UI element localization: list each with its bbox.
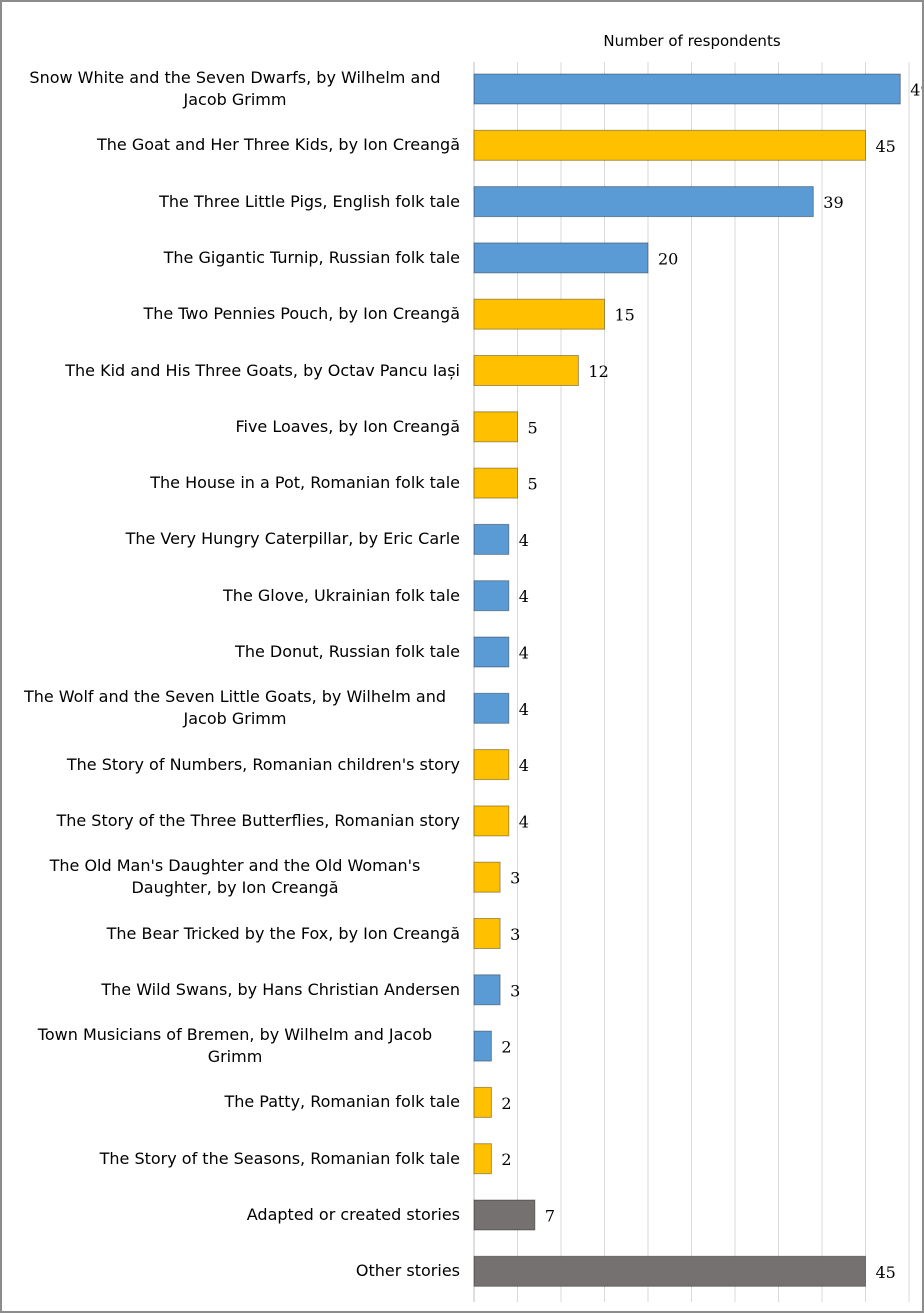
value-label: 2: [501, 1038, 511, 1057]
category-text: The Goat and Her Three Kids, by Ion Crea…: [96, 135, 460, 155]
bar: [473, 861, 501, 893]
category-text: The House in a Pot, Romanian folk tale: [150, 473, 460, 493]
bar: [473, 636, 510, 668]
category-label: The Story of Numbers, Romanian children'…: [10, 754, 460, 776]
category-text: The Two Pennies Pouch, by Ion Creangă: [143, 304, 460, 324]
category-label: The Old Man's Daughter and the Old Woman…: [10, 855, 460, 899]
bar: [473, 918, 501, 949]
category-text: The Story of the Seasons, Romanian folk …: [99, 1148, 460, 1168]
category-text: The Old Man's Daughter and the Old Woman…: [49, 856, 421, 898]
category-label: The Story of the Three Butterflies, Roma…: [10, 810, 460, 832]
category-text: The Wolf and the Seven Little Goats, by …: [23, 687, 447, 729]
value-label: 4: [519, 644, 529, 663]
category-label: The Wolf and the Seven Little Goats, by …: [10, 686, 460, 730]
bar: [473, 129, 866, 161]
bar: [473, 1086, 492, 1118]
category-text: The Story of Numbers, Romanian children'…: [66, 754, 460, 774]
category-label: Adapted or created stories: [10, 1204, 460, 1226]
category-label: The Story of the Seasons, Romanian folk …: [10, 1148, 460, 1170]
category-label: The Two Pennies Pouch, by Ion Creangă: [10, 303, 460, 325]
category-label: The Goat and Her Three Kids, by Ion Crea…: [10, 134, 460, 156]
category-label: The Kid and His Three Goats, by Octav Pa…: [10, 360, 460, 382]
value-label: 2: [501, 1150, 511, 1169]
category-text: Adapted or created stories: [246, 1205, 460, 1224]
value-label: 15: [615, 306, 635, 325]
value-label: 2: [501, 1094, 511, 1113]
value-label: 20: [658, 249, 678, 268]
value-label: 3: [510, 925, 520, 944]
category-label: Five Loaves, by Ion Creangă: [10, 416, 460, 438]
bar: [473, 974, 501, 1006]
value-label: 3: [510, 981, 520, 1000]
bar: [473, 692, 510, 724]
value-label: 4: [519, 812, 529, 831]
category-text: The Three Little Pigs, English folk tale: [159, 191, 460, 211]
value-label: 4: [519, 756, 529, 775]
value-label: 4: [519, 587, 529, 606]
category-label: The Patty, Romanian folk tale: [10, 1091, 460, 1113]
value-label: 39: [823, 193, 843, 212]
bar: [473, 1199, 536, 1231]
category-text: The Story of the Three Butterflies, Roma…: [56, 810, 460, 830]
category-text: Town Musicians of Bremen, by Wilhelm and…: [37, 1025, 433, 1067]
bar: [473, 355, 579, 386]
category-text: Snow White and the Seven Dwarfs, by Wilh…: [29, 68, 441, 109]
category-label: The Three Little Pigs, English folk tale: [10, 191, 460, 213]
category-label: The Donut, Russian folk tale: [10, 641, 460, 663]
value-label: 7: [545, 1207, 555, 1226]
bar: [473, 1030, 492, 1062]
value-label: 12: [588, 362, 608, 381]
bar: [473, 523, 510, 555]
category-label: The Gigantic Turnip, Russian folk tale: [10, 247, 460, 269]
value-label: 45: [876, 137, 896, 156]
category-label: The Very Hungry Caterpillar, by Eric Car…: [10, 528, 460, 550]
category-label: The House in a Pot, Romanian folk tale: [10, 472, 460, 494]
bar: [473, 1255, 866, 1287]
bar: [473, 467, 518, 499]
value-label: 45: [876, 1263, 896, 1282]
category-text: The Bear Tricked by the Fox, by Ion Crea…: [106, 923, 460, 943]
category-text: Five Loaves, by Ion Creangă: [235, 416, 460, 436]
category-label: The Bear Tricked by the Fox, by Ion Crea…: [10, 923, 460, 945]
axis-title: Number of respondents: [603, 32, 780, 50]
bar: [473, 242, 649, 274]
category-text: The Patty, Romanian folk tale: [224, 1092, 460, 1112]
category-text: The Kid and His Three Goats, by Octav Pa…: [65, 360, 460, 380]
value-label: 4: [519, 700, 529, 719]
bar: [473, 805, 510, 837]
category-label: The Glove, Ukrainian folk tale: [10, 585, 460, 607]
category-text: Other stories: [355, 1261, 460, 1281]
category-text: The Glove, Ukrainian folk tale: [223, 585, 460, 605]
category-text: The Wild Swans, by Hans Christian Anders…: [101, 979, 460, 999]
bar: [473, 1143, 492, 1175]
category-label: Snow White and the Seven Dwarfs, by Wilh…: [10, 67, 460, 111]
category-label: Town Musicians of Bremen, by Wilhelm and…: [10, 1024, 460, 1068]
category-label: The Wild Swans, by Hans Christian Anders…: [10, 979, 460, 1001]
bar: [473, 749, 510, 781]
bar: [473, 73, 901, 105]
bar: [473, 580, 510, 612]
value-label: 5: [528, 475, 538, 494]
category-text: The Very Hungry Caterpillar, by Eric Car…: [125, 529, 460, 549]
value-label: 3: [510, 869, 520, 888]
bar: [473, 298, 605, 330]
bar: [473, 186, 814, 218]
category-text: The Donut, Russian folk tale: [235, 642, 460, 661]
category-text: The Gigantic Turnip, Russian folk tale: [163, 247, 460, 267]
category-label: Other stories: [10, 1260, 460, 1282]
value-label: 49: [910, 81, 922, 100]
value-label: 5: [528, 418, 538, 437]
bar: [473, 411, 518, 443]
value-label: 4: [519, 531, 529, 550]
